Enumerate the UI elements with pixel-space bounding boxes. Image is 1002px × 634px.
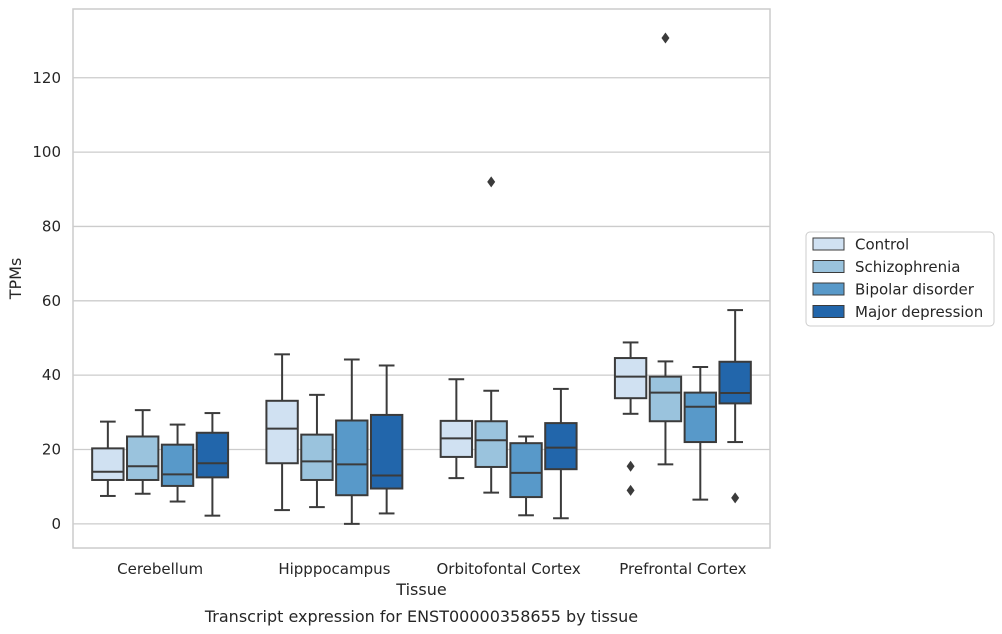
y-tick-label: 100 — [32, 143, 61, 161]
box — [91, 420, 125, 497]
legend-label: Major depression — [855, 303, 983, 321]
box-iqr — [160, 443, 195, 487]
box-iqr — [335, 419, 369, 497]
box — [126, 409, 160, 495]
legend-frame — [805, 231, 995, 327]
box — [544, 387, 578, 520]
legend-label: Schizophrenia — [855, 258, 960, 276]
outlier-point — [731, 492, 740, 504]
box-iqr — [265, 399, 299, 465]
box — [648, 32, 683, 466]
outlier-point — [626, 484, 635, 496]
box — [718, 309, 752, 504]
box — [195, 412, 230, 517]
box-iqr — [509, 442, 543, 499]
y-tick-label: 20 — [42, 440, 61, 458]
box-iqr — [544, 422, 578, 471]
box — [439, 378, 474, 480]
box — [335, 358, 369, 525]
legend-swatch — [812, 260, 845, 273]
box-iqr — [474, 420, 508, 468]
x-axis-label: Tissue — [395, 580, 446, 599]
legend-swatch — [812, 282, 845, 296]
legend-label: Control — [855, 236, 909, 254]
x-axis-ticks: Cerebellum Hipppocampus Orbitofontal Corte… — [117, 560, 746, 578]
y-tick-label: 80 — [42, 217, 61, 235]
box — [613, 341, 648, 496]
legend-swatch — [812, 237, 845, 251]
legend: Control Schizophrenia Bipolar disorder Majo… — [805, 231, 995, 327]
y-tick-label: 0 — [51, 515, 61, 533]
box — [300, 393, 334, 509]
box — [683, 365, 717, 501]
outlier-point — [626, 460, 635, 472]
x-tick-label: Prefrontal Cortex — [619, 560, 746, 578]
box-iqr — [195, 431, 230, 479]
outlier-point — [661, 32, 670, 44]
box-iqr — [683, 391, 717, 444]
box — [369, 364, 404, 515]
box — [509, 435, 543, 517]
legend-label: Bipolar disorder — [855, 281, 975, 299]
y-axis-ticks: 0 20 40 60 80 100 120 — [32, 69, 61, 533]
y-axis-label: TPMs — [6, 258, 25, 301]
box-iqr — [718, 360, 752, 405]
x-tick-label: Hipppocampus — [278, 560, 390, 578]
box-iqr — [91, 447, 125, 481]
x-tick-label: Orbitofontal Cortex — [437, 560, 581, 578]
y-tick-label: 60 — [42, 292, 61, 310]
box-iqr — [126, 435, 160, 481]
box — [474, 176, 508, 494]
box-iqr — [369, 413, 404, 490]
box — [160, 423, 195, 503]
box-iqr — [300, 433, 334, 481]
box-iqr — [613, 357, 648, 400]
box — [265, 353, 299, 512]
y-tick-label: 40 — [42, 366, 61, 384]
box-iqr — [648, 375, 683, 423]
plot-frame — [72, 8, 771, 549]
box-series — [91, 32, 752, 525]
outlier-point — [487, 176, 496, 188]
y-tick-label: 120 — [32, 69, 61, 87]
legend-swatch — [812, 305, 845, 318]
chart-title: Transcript expression for ENST0000035865… — [204, 607, 638, 626]
x-tick-label: Cerebellum — [117, 560, 203, 578]
